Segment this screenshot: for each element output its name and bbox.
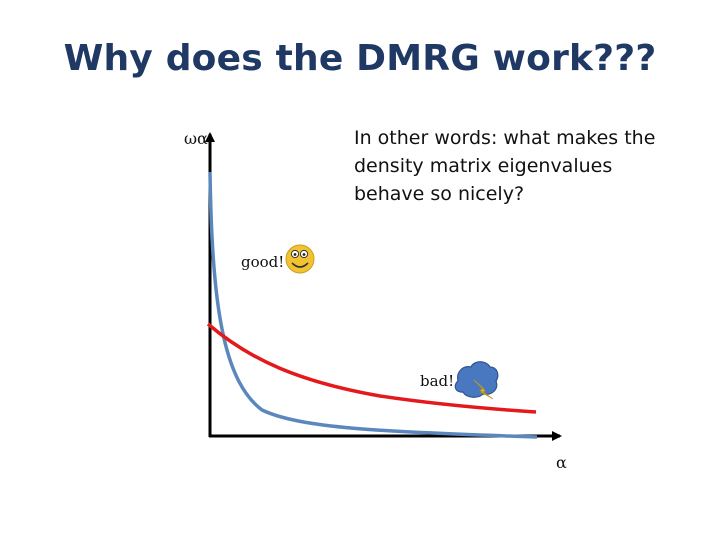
bad-curve-label: bad!	[420, 372, 454, 390]
storm-cloud-lightning-icon	[454, 361, 499, 400]
explanation-line-3: behave so nicely?	[354, 183, 525, 205]
good-curve-label: good!	[241, 253, 284, 271]
bad-decay-curve	[206, 322, 537, 414]
slide-title: Why does the DMRG work???	[63, 38, 657, 79]
good-decay-curve	[208, 171, 538, 439]
explanation-line-1: In other words: what makes the	[354, 127, 656, 149]
y-axis-label: ωα	[184, 129, 208, 148]
explanation-line-2: density matrix eigenvalues	[354, 155, 613, 177]
explanation-text: In other words: what makes the density m…	[354, 124, 694, 208]
smiley-face-icon	[285, 244, 315, 274]
x-axis-label: α	[556, 453, 567, 472]
